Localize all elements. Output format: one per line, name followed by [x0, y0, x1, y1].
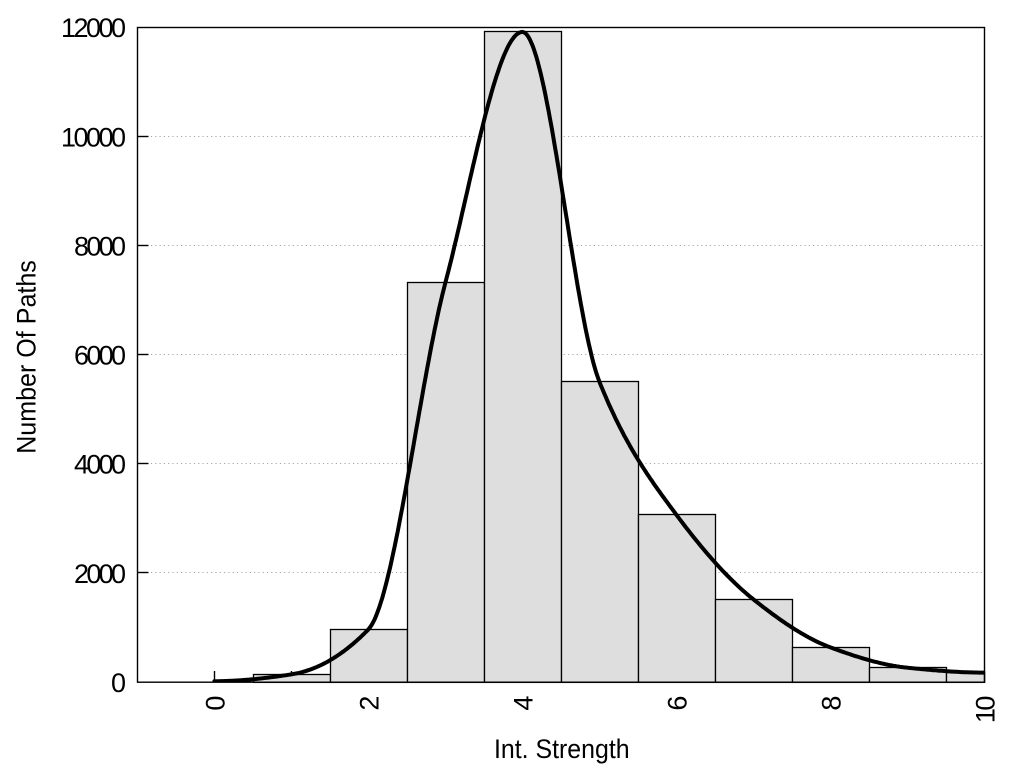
svg-text:0: 0	[201, 696, 231, 711]
svg-text:6000: 6000	[74, 341, 126, 371]
svg-text:10000: 10000	[61, 122, 126, 152]
svg-text:4: 4	[509, 696, 539, 711]
svg-text:2000: 2000	[74, 559, 126, 589]
svg-text:8: 8	[817, 696, 847, 711]
svg-text:0: 0	[111, 668, 126, 698]
svg-text:4000: 4000	[74, 450, 126, 480]
svg-text:10: 10	[971, 696, 1001, 724]
svg-text:12000: 12000	[61, 13, 126, 43]
svg-text:2: 2	[355, 696, 385, 711]
svg-text:Int. Strength: Int. Strength	[494, 734, 630, 764]
svg-text:6: 6	[663, 696, 693, 711]
svg-text:Number Of Paths: Number Of Paths	[12, 260, 42, 454]
svg-text:8000: 8000	[74, 231, 126, 261]
